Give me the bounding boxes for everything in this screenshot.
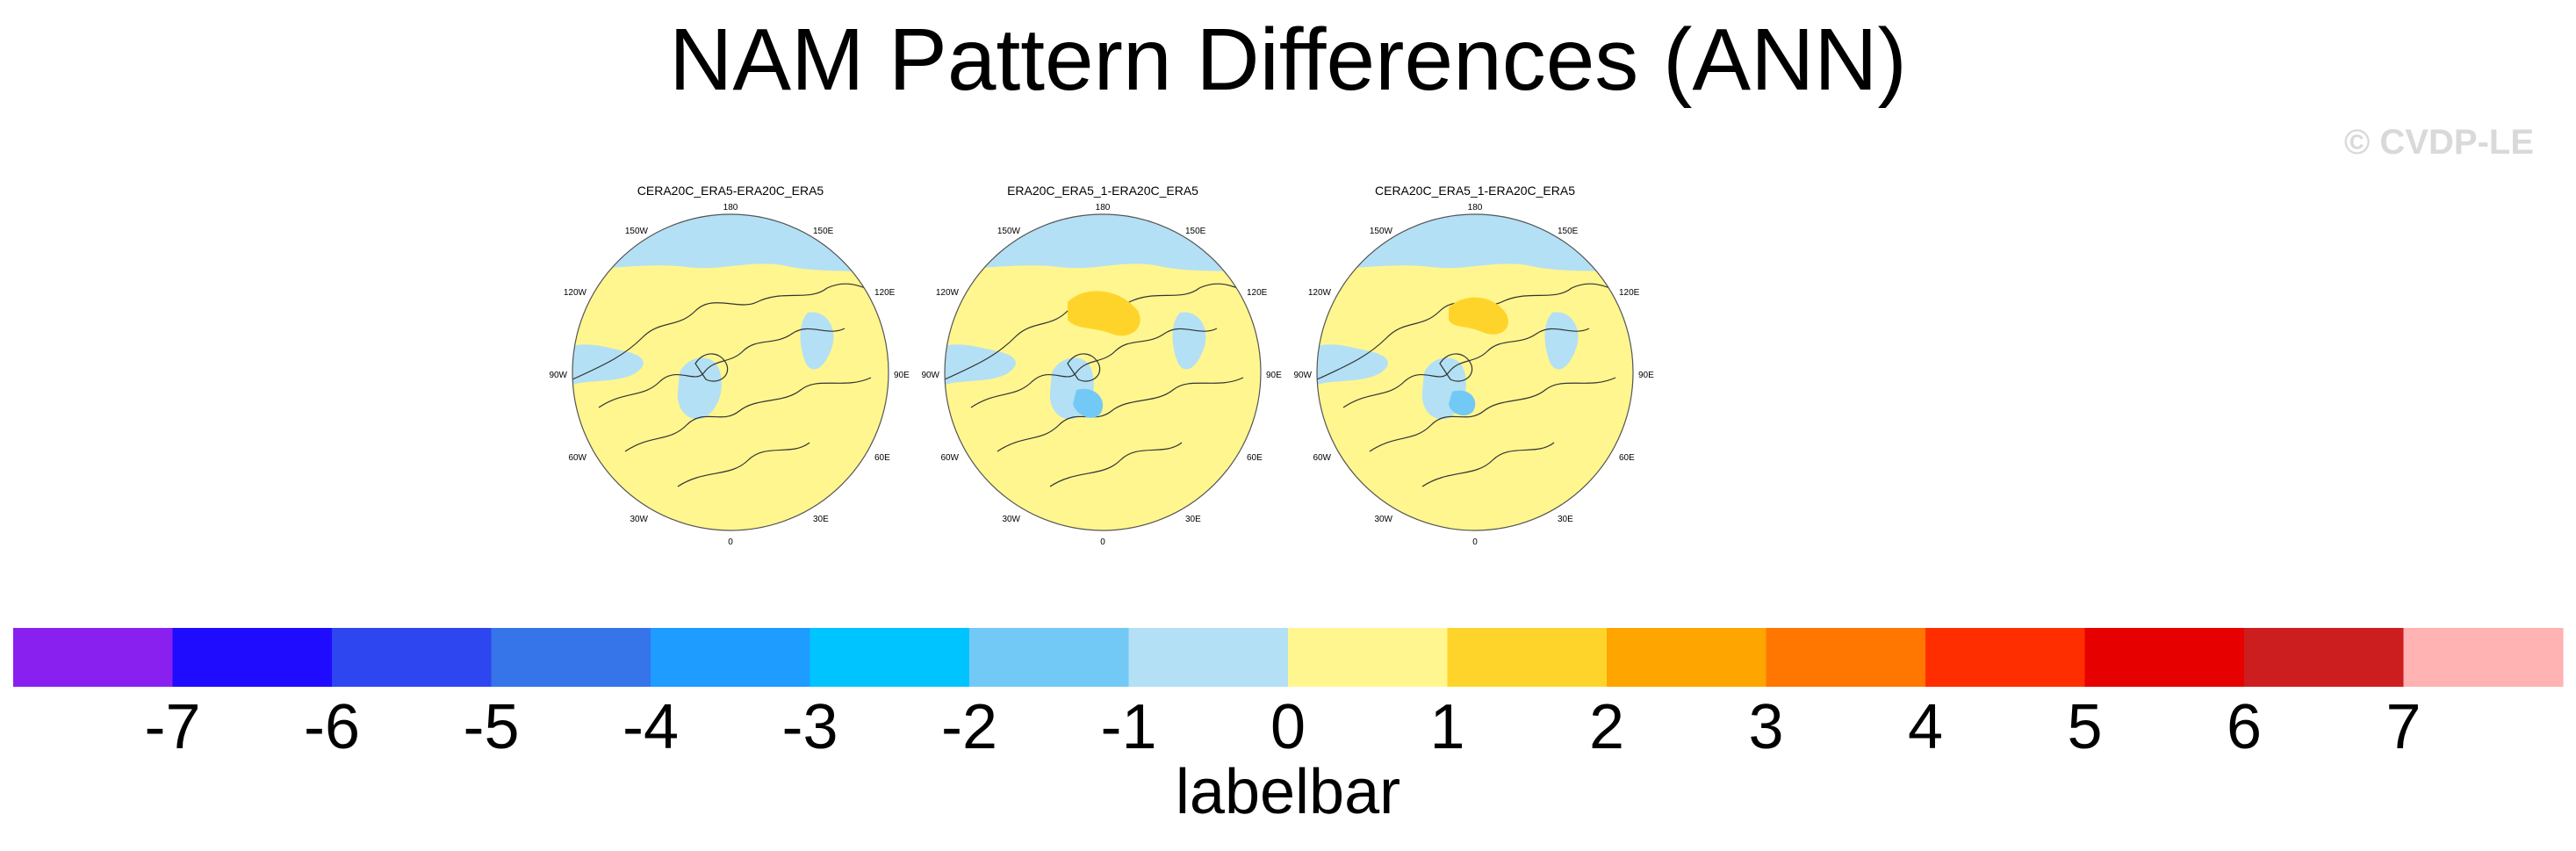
colorbar-swatch	[332, 628, 493, 687]
colorbar-swatch	[1925, 628, 2086, 687]
lon-label-150w: 150W	[1370, 227, 1393, 236]
colorbar-swatch	[2084, 628, 2245, 687]
lon-label-90w: 90W	[921, 371, 939, 380]
lon-label-90e: 90E	[1266, 371, 1282, 380]
colorbar-swatch	[651, 628, 811, 687]
labelbar-title: labelbar	[1176, 757, 1400, 827]
lon-label-90w: 90W	[549, 371, 567, 380]
lon-label-150e: 150E	[1185, 227, 1206, 236]
colorbar-swatches	[13, 628, 2564, 687]
lon-label-150e: 150E	[813, 227, 834, 236]
colorbar-swatch	[969, 628, 1130, 687]
colorbar-tick-label: -5	[463, 692, 519, 762]
panel-title-1: CERA20C_ERA5-ERA20C_ERA5	[637, 184, 824, 198]
colorbar-tick-label: 4	[1908, 692, 1943, 762]
panel-title-3: CERA20C_ERA5_1-ERA20C_ERA5	[1375, 184, 1575, 198]
lon-label-90e: 90E	[1638, 371, 1654, 380]
colorbar-tick-label: 3	[1748, 692, 1783, 762]
figure-title: NAM Pattern Differences (ANN)	[669, 11, 1907, 109]
lon-label-180: 180	[1468, 203, 1483, 213]
colorbar-tick-label: -1	[1100, 692, 1156, 762]
colorbar-tick-label: 2	[1589, 692, 1624, 762]
colorbar-swatch	[13, 628, 174, 687]
lon-label-180: 180	[723, 203, 738, 213]
colorbar-tick-label: 6	[2227, 692, 2262, 762]
lon-label-0: 0	[1100, 537, 1105, 547]
colorbar-swatch	[1766, 628, 1926, 687]
colorbar-tick-label: 7	[2385, 692, 2421, 762]
lon-label-150w: 150W	[625, 227, 649, 236]
lon-label-60w: 60W	[1313, 453, 1331, 463]
lon-label-30w: 30W	[630, 515, 648, 524]
colorbar-swatch	[1128, 628, 1289, 687]
lon-label-60w: 60W	[568, 453, 586, 463]
colorbar-tick-label: -2	[941, 692, 997, 762]
lon-label-120e: 120E	[874, 288, 896, 298]
lon-label-30e: 30E	[1185, 515, 1201, 524]
colorbar-swatch	[172, 628, 333, 687]
panel-title-2: ERA20C_ERA5_1-ERA20C_ERA5	[1007, 184, 1198, 198]
watermark: © CVDP-LE	[2343, 123, 2534, 162]
colorbar-tick-label: -7	[144, 692, 200, 762]
colorbar-swatch	[2244, 628, 2405, 687]
colorbar-tick-label: 0	[1270, 692, 1306, 762]
map-panel-3: CERA20C_ERA5_1-ERA20C_ERA5 180 0 150E 12…	[1293, 184, 1654, 547]
lon-label-30e: 30E	[1558, 515, 1573, 524]
colorbar-swatch	[809, 628, 970, 687]
lon-label-60w: 60W	[940, 453, 959, 463]
lon-label-60e: 60E	[1619, 453, 1635, 463]
map-panel-1: CERA20C_ERA5-ERA20C_ERA5 180 0 150E 120E…	[549, 184, 910, 547]
lon-label-150w: 150W	[997, 227, 1021, 236]
colorbar-swatch	[1288, 628, 1449, 687]
lon-label-90w: 90W	[1293, 371, 1312, 380]
colorbar-swatch	[1447, 628, 1608, 687]
colorbar-tick-label: 1	[1429, 692, 1464, 762]
colorbar-tick-label: -6	[304, 692, 360, 762]
colorbar-tick-label: -3	[781, 692, 838, 762]
lon-label-30w: 30W	[1002, 515, 1020, 524]
lon-label-0: 0	[728, 537, 733, 547]
lon-label-60e: 60E	[874, 453, 890, 463]
colorbar-swatch	[1607, 628, 1767, 687]
lon-label-30w: 30W	[1374, 515, 1392, 524]
lon-label-150e: 150E	[1558, 227, 1579, 236]
map-panel-2: ERA20C_ERA5_1-ERA20C_ERA5 180 0 150E 120…	[921, 184, 1282, 547]
lon-label-120w: 120W	[1308, 288, 1332, 298]
map-panels: CERA20C_ERA5-ERA20C_ERA5 180 0 150E 120E…	[549, 184, 1654, 547]
lon-label-60e: 60E	[1247, 453, 1263, 463]
lon-label-120e: 120E	[1247, 288, 1268, 298]
colorbar-tick-label: 5	[2067, 692, 2102, 762]
lon-label-120e: 120E	[1619, 288, 1640, 298]
lon-label-90e: 90E	[894, 371, 910, 380]
lon-label-120w: 120W	[936, 288, 960, 298]
lon-label-30e: 30E	[813, 515, 829, 524]
colorbar-swatch	[2403, 628, 2564, 687]
colorbar-tick-labels: -7 -6 -5 -4 -3 -2 -1 0 1 2 3 4 5 6 7	[144, 692, 2421, 762]
lon-label-180: 180	[1096, 203, 1111, 213]
lon-label-0: 0	[1472, 537, 1478, 547]
labelbar: -7 -6 -5 -4 -3 -2 -1 0 1 2 3 4 5 6 7 labelbar	[13, 628, 2564, 827]
colorbar-swatch	[491, 628, 651, 687]
colorbar-tick-label: -4	[622, 692, 679, 762]
lon-label-120w: 120W	[564, 288, 587, 298]
